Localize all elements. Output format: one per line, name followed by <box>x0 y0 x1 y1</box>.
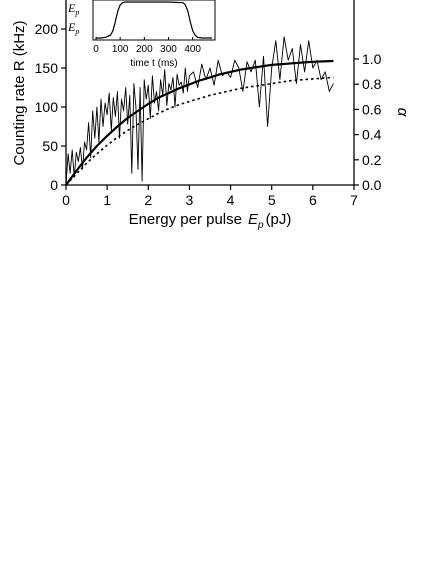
x-tick-label: 0 <box>62 192 70 208</box>
inset-x-tick-label: 300 <box>160 44 177 55</box>
inset-x-axis-title: time t (ms) <box>130 58 177 69</box>
data-series-group <box>65 36 334 186</box>
y-right-tick-label: 1.0 <box>362 51 382 67</box>
y-left-tick-label: 50 <box>42 138 58 154</box>
y-left-tick-label: 100 <box>35 99 59 115</box>
y-left-tick-label: 200 <box>35 21 59 37</box>
inset-y-label-bottom-subscript: p <box>74 27 79 36</box>
y-left-tick-label: 0 <box>50 177 58 193</box>
y-right-tick-label: 0.0 <box>362 177 382 193</box>
y-left-axis-title: Counting rate R (kHz) <box>11 20 28 165</box>
inset-pulse-profile-line <box>96 1 212 39</box>
x-axis-title-subscript: p <box>257 220 264 231</box>
x-axis-title: Energy per pulse Ep (pJ) <box>129 211 292 231</box>
inset-y-label-top-symbol: E <box>67 1 76 15</box>
y-right-tick-label: 0.2 <box>362 152 382 168</box>
inset-y-label-top: Ep <box>67 1 79 17</box>
y-right-axis-ticks: 0.0 0.2 0.4 0.6 0.8 1.0 <box>354 51 382 193</box>
x-axis-title-unit: (pJ) <box>266 211 292 228</box>
x-tick-label: 2 <box>144 192 152 208</box>
inset-x-axis-ticks: 0 100 200 300 400 <box>93 37 201 55</box>
x-axis-ticks: 0 1 2 3 4 5 6 7 <box>62 185 358 208</box>
x-tick-label: 7 <box>350 192 358 208</box>
y-left-tick-label: 150 <box>35 60 59 76</box>
inset-y-label-bottom-symbol: E <box>67 20 76 34</box>
y-left-axis-ticks: 0 50 100 150 200 <box>35 21 66 193</box>
inset-x-tick-label: 100 <box>112 44 129 55</box>
y-right-tick-label: 0.6 <box>362 101 382 117</box>
x-tick-label: 3 <box>186 192 194 208</box>
y-right-tick-label: 0.4 <box>362 127 382 143</box>
y-right-axis-title: α <box>394 108 411 117</box>
alpha-curve-line <box>65 76 334 186</box>
x-tick-label: 1 <box>103 192 111 208</box>
main-plot: 0 1 2 3 4 5 6 7 0 50 100 150 200 0.0 0.2 0.4 0.6 0.8 1.0… <box>11 0 411 231</box>
fit-curve-line <box>65 59 334 186</box>
x-tick-label: 5 <box>268 192 276 208</box>
x-tick-label: 4 <box>227 192 235 208</box>
inset-series-group <box>96 1 212 39</box>
inset-x-tick-label: 200 <box>136 44 153 55</box>
y-right-tick-label: 0.8 <box>362 76 382 92</box>
inset-plot: 0 100 200 300 400 time t (ms) Ep Ep <box>67 0 216 69</box>
inset-y-label-top-subscript: p <box>74 8 79 17</box>
measured-counting-rate-line <box>65 36 334 186</box>
inset-x-tick-label: 0 <box>93 44 99 55</box>
inset-x-tick-label: 400 <box>184 44 201 55</box>
inset-y-label-bottom: Ep <box>67 20 79 36</box>
x-axis-title-symbol: E <box>248 211 259 228</box>
x-axis-title-text: Energy per pulse <box>129 211 242 228</box>
x-tick-label: 6 <box>309 192 317 208</box>
